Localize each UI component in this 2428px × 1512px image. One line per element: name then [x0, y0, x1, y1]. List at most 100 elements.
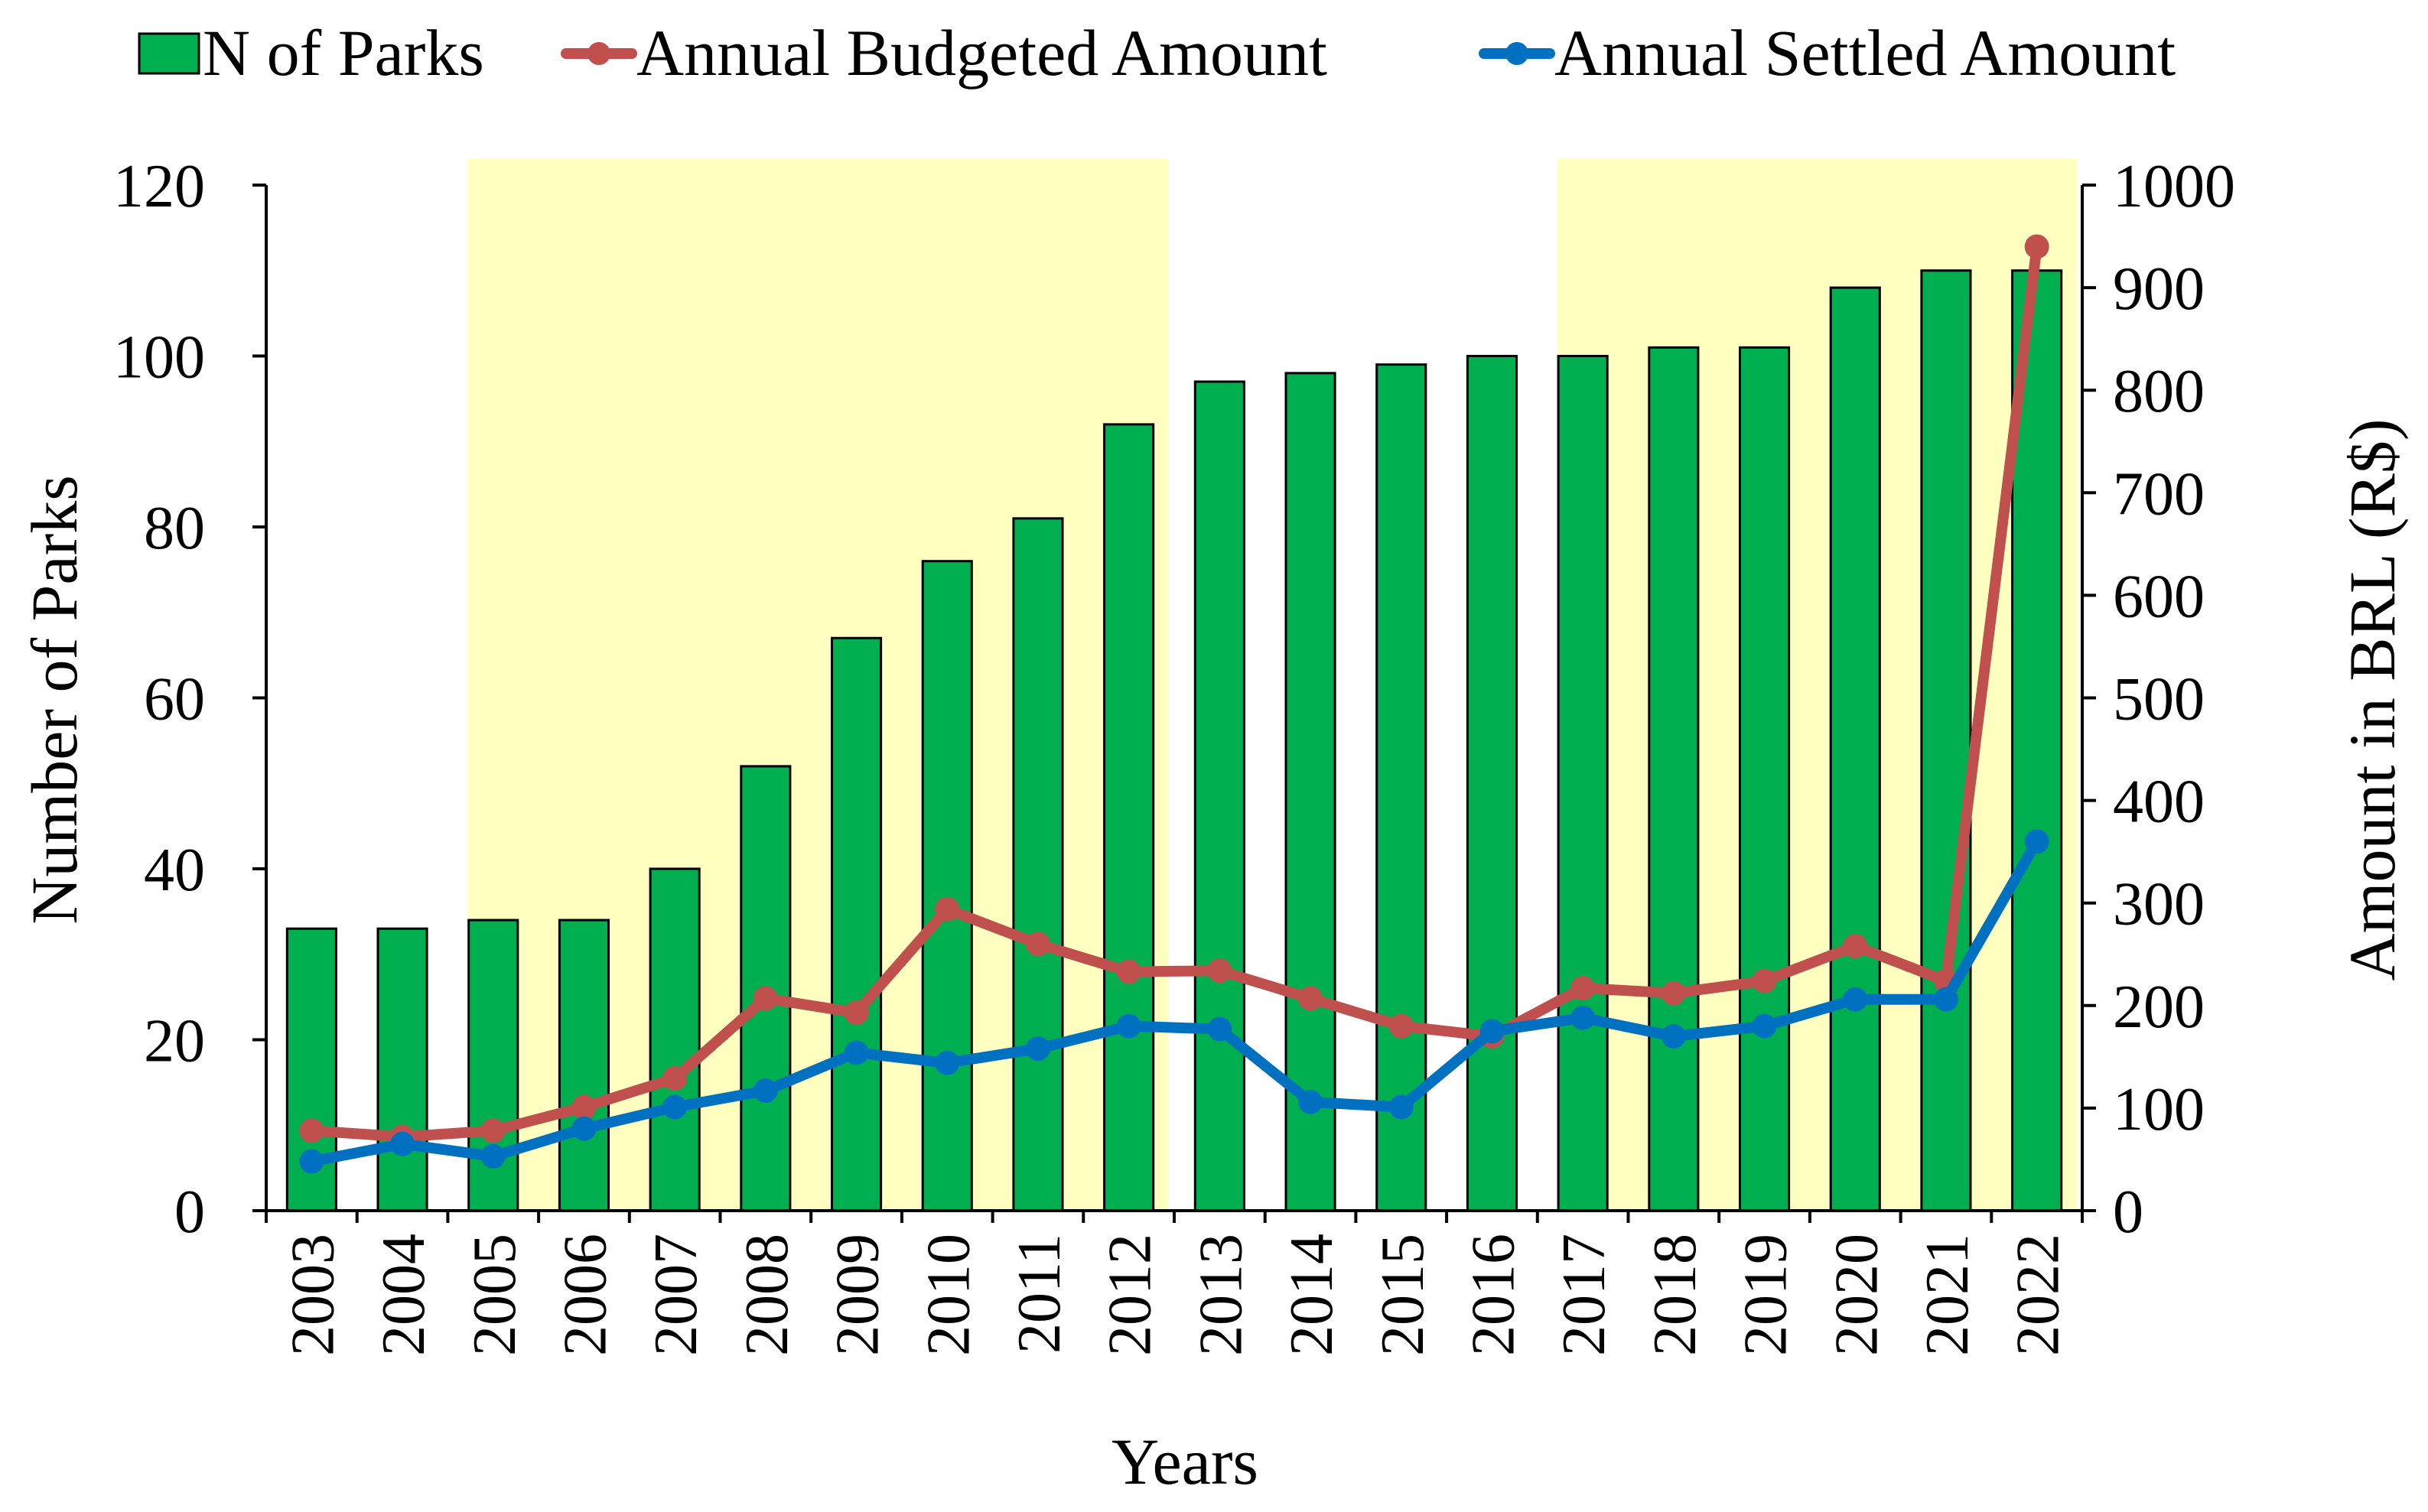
- bar-2007: [649, 867, 701, 1212]
- point-settled-2015: [1388, 1094, 1414, 1120]
- y-right-tick-label: 800: [2113, 358, 2205, 425]
- bar-2010: [921, 560, 973, 1212]
- x-tick-label-2005: 2005: [461, 1234, 529, 1356]
- y-right-tick-label: 600: [2113, 563, 2205, 630]
- x-tick-label-2010: 2010: [915, 1234, 982, 1356]
- point-budgeted-2020: [1843, 934, 1868, 959]
- x-tick-label-2021: 2021: [1914, 1234, 1981, 1356]
- x-tick-label-2022: 2022: [2005, 1234, 2072, 1356]
- line-settled: [306, 836, 2042, 1167]
- legend-swatch-budgeted: [561, 42, 637, 65]
- point-settled-2010: [935, 1050, 960, 1075]
- bar-2019: [1739, 346, 1791, 1212]
- x-tick-label-2019: 2019: [1733, 1234, 1800, 1356]
- point-budgeted-2015: [1388, 1013, 1414, 1039]
- point-budgeted-2005: [480, 1118, 506, 1143]
- legend-label-settled: Annual Settled Amount: [1554, 16, 2176, 89]
- x-tick-label-2016: 2016: [1460, 1234, 1527, 1356]
- x-tick-label-2020: 2020: [1823, 1234, 1890, 1356]
- y-left-tick-label: 100: [113, 324, 205, 392]
- y-left-tick-label: 60: [144, 666, 205, 733]
- bar-2018: [1648, 346, 1700, 1212]
- x-tick-label-2013: 2013: [1187, 1234, 1255, 1356]
- bar-2021: [1920, 269, 1972, 1212]
- point-budgeted-2008: [753, 986, 778, 1011]
- legend-label-budgeted: Annual Budgeted Amount: [636, 16, 1327, 89]
- x-tick-label-2008: 2008: [734, 1234, 801, 1356]
- x-tick-label-2015: 2015: [1369, 1234, 1437, 1356]
- point-settled-2009: [844, 1040, 869, 1065]
- point-settled-2004: [390, 1131, 415, 1156]
- axes: [252, 184, 2096, 1223]
- x-tick-label-2018: 2018: [1642, 1234, 1709, 1356]
- y-right-tick-label: 0: [2113, 1179, 2143, 1246]
- legend-swatch-settled: [1479, 42, 1555, 65]
- highlight-band-1: [1557, 159, 2077, 1211]
- bar-2006: [558, 919, 610, 1212]
- y-right-tick-label: 900: [2113, 255, 2205, 323]
- point-budgeted-2019: [1752, 968, 1777, 993]
- point-settled-2013: [1207, 1016, 1232, 1042]
- bar-2012: [1103, 423, 1155, 1212]
- point-settled-2007: [662, 1094, 688, 1120]
- x-tick-label-2011: 2011: [1006, 1234, 1073, 1354]
- x-tick-label-2003: 2003: [279, 1234, 347, 1356]
- legend-swatch-n-of-parks: [138, 32, 200, 75]
- y-right-tick-label: 500: [2113, 666, 2205, 733]
- line-series: [299, 234, 2049, 1174]
- legend-label-n-of-parks: N of Parks: [203, 16, 484, 89]
- y-left-tick-label: 120: [113, 153, 205, 220]
- y-right-tick-label: 100: [2113, 1076, 2205, 1143]
- point-settled-2022: [2024, 829, 2049, 854]
- y-right-tick-label: 400: [2113, 769, 2205, 836]
- bar-2020: [1829, 286, 1881, 1212]
- x-tick-label-2017: 2017: [1551, 1234, 1618, 1356]
- x-tick-label-2004: 2004: [370, 1234, 438, 1356]
- y-left-tick-label: 80: [144, 495, 205, 562]
- x-tick-label-2009: 2009: [825, 1234, 892, 1356]
- bar-2013: [1193, 380, 1245, 1212]
- line-budgeted: [306, 241, 2042, 1143]
- point-budgeted-2012: [1116, 959, 1141, 984]
- point-settled-2016: [1479, 1019, 1505, 1044]
- point-budgeted-2014: [1298, 986, 1323, 1011]
- bar-2015: [1375, 363, 1427, 1212]
- point-budgeted-2003: [299, 1118, 324, 1143]
- y-right-tick-label: 1000: [2113, 153, 2235, 220]
- bar-2016: [1466, 355, 1518, 1212]
- point-budgeted-2010: [935, 896, 960, 922]
- point-budgeted-2011: [1025, 932, 1050, 957]
- x-tick-label-2006: 2006: [552, 1234, 619, 1356]
- x-tick-label-2012: 2012: [1097, 1234, 1164, 1356]
- point-settled-2003: [299, 1149, 324, 1174]
- y-axis-right-title: Amount in BRL (R$): [2335, 419, 2409, 981]
- bar-2004: [376, 927, 428, 1212]
- point-budgeted-2018: [1661, 980, 1686, 1006]
- y-left-tick-label: 0: [174, 1179, 205, 1246]
- point-budgeted-2007: [662, 1066, 688, 1091]
- y-left-tick-label: 40: [144, 837, 205, 904]
- point-settled-2012: [1116, 1013, 1141, 1039]
- y-left-tick-label: 20: [144, 1008, 205, 1075]
- point-settled-2005: [480, 1143, 506, 1169]
- point-settled-2011: [1025, 1036, 1050, 1062]
- bar-2009: [831, 636, 883, 1212]
- point-settled-2021: [1933, 987, 1958, 1012]
- y-right-tick-label: 200: [2113, 974, 2205, 1041]
- point-budgeted-2013: [1207, 958, 1232, 984]
- bar-2014: [1284, 372, 1336, 1212]
- point-settled-2020: [1843, 987, 1868, 1012]
- x-axis-title: Years: [1111, 1425, 1258, 1498]
- point-budgeted-2022: [2024, 234, 2049, 259]
- x-tick-label-2014: 2014: [1278, 1234, 1346, 1356]
- point-budgeted-2009: [844, 1000, 869, 1026]
- x-tick-label-2007: 2007: [643, 1234, 710, 1356]
- point-settled-2008: [753, 1078, 778, 1104]
- bar-series-n-of-parks: [285, 269, 2063, 1212]
- point-settled-2006: [571, 1116, 597, 1141]
- point-budgeted-2017: [1570, 976, 1596, 1001]
- y-right-tick-label: 300: [2113, 871, 2205, 938]
- bar-2017: [1557, 355, 1609, 1212]
- legend: N of Parks Annual Budgeted Amount Annual…: [138, 16, 2176, 89]
